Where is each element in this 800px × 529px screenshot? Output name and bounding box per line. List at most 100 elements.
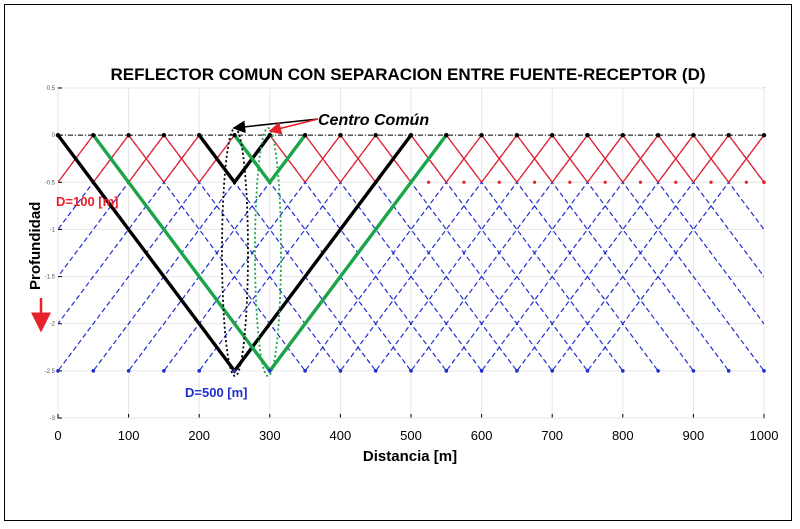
blue-ray	[763, 135, 764, 137]
shallow-reflection-point	[532, 180, 537, 184]
highlighted-ray-black	[197, 134, 272, 186]
shallow-reflection-point	[744, 180, 748, 184]
deep-reflection-point	[56, 369, 60, 373]
surface-station	[479, 132, 484, 138]
red-ray	[163, 134, 200, 183]
deep-reflection-point	[621, 369, 625, 373]
surface-station	[726, 132, 731, 138]
deep-reflection-point	[585, 369, 590, 373]
x-tick-label: 0	[54, 428, 61, 443]
red-ray	[339, 134, 377, 183]
d-small-label: D=100 [m]	[56, 194, 119, 209]
deep-reflection-point	[762, 369, 766, 373]
x-tick-label: 200	[188, 428, 210, 443]
surface-station	[91, 132, 96, 138]
y-tick-label: 0	[52, 133, 56, 139]
deep-reflection-point	[338, 369, 343, 373]
y-tick-label: 0.5	[47, 86, 56, 92]
red-ray	[481, 134, 518, 183]
deep-reflection-point	[515, 369, 519, 373]
grid-lines	[57, 87, 765, 419]
red-ray	[128, 134, 165, 183]
deep-reflection-point	[91, 369, 96, 373]
y-tick-label: -3	[50, 416, 56, 422]
surface-station	[691, 132, 696, 138]
d-large-label: D=500 [m]	[185, 385, 248, 400]
x-tick-label: 1000	[750, 428, 779, 443]
surface-station	[408, 132, 414, 138]
y-tick-label: -1	[50, 227, 56, 233]
surface-station	[197, 132, 202, 138]
surface-station	[302, 132, 308, 138]
deep-reflection-point	[162, 369, 166, 373]
x-tick-label: 100	[118, 428, 140, 443]
y-tick-label: -2	[50, 322, 56, 328]
red-ray	[58, 135, 59, 137]
deep-reflection-point	[409, 369, 413, 373]
surface-station	[55, 132, 61, 138]
centro-comun-arrow-red	[268, 118, 319, 135]
red-ray	[763, 135, 764, 137]
surface-station	[267, 132, 272, 138]
surface-station	[514, 132, 520, 138]
deep-reflection-point	[197, 369, 201, 373]
surface-station	[444, 132, 449, 138]
surface-station	[373, 132, 378, 138]
red-ray	[692, 134, 730, 183]
shallow-reflection-point	[427, 180, 431, 184]
highlighted-ray-green	[233, 134, 307, 186]
surface-station	[620, 132, 625, 138]
x-tick-label: 400	[330, 428, 352, 443]
stations	[55, 132, 767, 373]
red-ray	[551, 134, 589, 183]
deep-reflection-point	[232, 369, 237, 373]
y-tick-label: -1.5	[45, 275, 56, 281]
deep-reflection-point	[373, 369, 378, 373]
shallow-reflection-point	[497, 180, 501, 184]
surface-station	[550, 132, 555, 138]
centro-comun-label: Centro Común	[318, 112, 429, 129]
red-ray	[586, 134, 624, 183]
deep-reflection-point	[550, 369, 554, 373]
surface-station	[585, 132, 590, 138]
deep-reflection-point	[656, 369, 660, 373]
x-tick-label: 600	[471, 428, 493, 443]
deep-reflection-point	[479, 369, 484, 373]
y-axis-label: Profundidad	[27, 202, 44, 290]
surface-station	[126, 132, 131, 138]
shallow-reflection-point	[603, 180, 607, 184]
shallow-reflection-point	[762, 180, 766, 185]
x-tick-label: 900	[683, 428, 705, 443]
shallow-reflection-point	[568, 180, 572, 184]
red-ray	[657, 134, 694, 183]
red-ray	[516, 134, 553, 183]
shallow-reflection-point	[462, 180, 466, 184]
deep-reflection-point	[268, 369, 272, 373]
deep-reflection-point	[303, 369, 307, 373]
shallow-reflection-point	[709, 180, 713, 184]
x-tick-label: 700	[541, 428, 563, 443]
deep-reflection-point	[444, 369, 449, 373]
y-tick-label: -2.5	[45, 369, 56, 375]
x-tick-label: 800	[612, 428, 634, 443]
x-tick-label: 500	[400, 428, 422, 443]
red-ray	[445, 134, 483, 183]
y-tick-label: -0.5	[45, 180, 56, 186]
x-axis-label: Distancia [m]	[363, 448, 457, 465]
surface-station	[232, 132, 237, 138]
x-tick-label: 300	[259, 428, 281, 443]
red-ray	[304, 134, 341, 183]
axis-ticks: 0 100 200 300 400 500 600 700 800 900 1000 0.5 0 -0.5…	[45, 86, 779, 443]
shallow-reflection-point	[674, 180, 678, 184]
surface-station	[655, 132, 661, 138]
red-ray	[728, 134, 764, 183]
deep-reflection-point	[691, 369, 696, 373]
deep-reflection-point	[126, 369, 131, 373]
red-ray	[622, 134, 659, 183]
common-center-ellipse-green	[254, 127, 282, 377]
surface-station	[761, 132, 767, 138]
shallow-reflection-point	[638, 180, 643, 184]
deep-reflection-point	[726, 369, 731, 373]
chart-title: REFLECTOR COMUN CON SEPARACION ENTRE FUE…	[110, 65, 705, 84]
